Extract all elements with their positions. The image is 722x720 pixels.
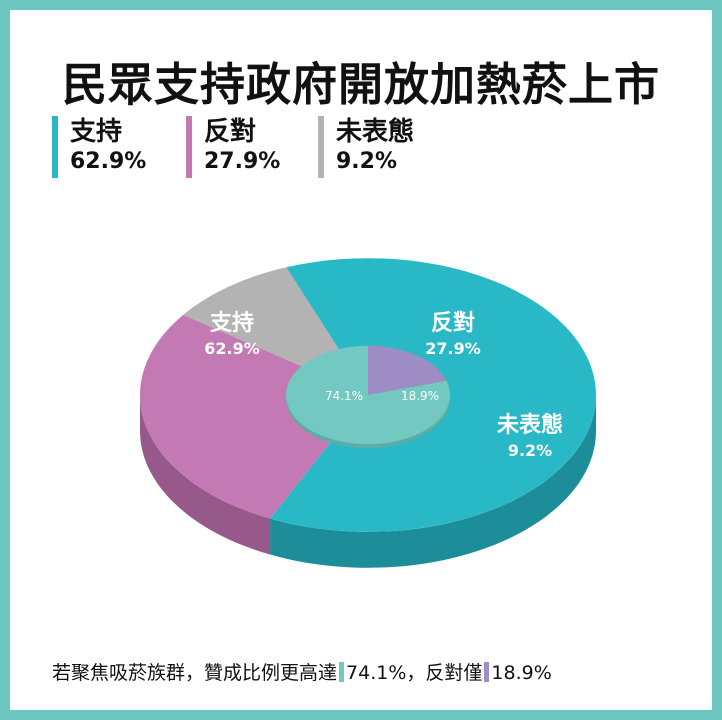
- legend-value: 27.9%: [204, 149, 281, 174]
- inner-label-oppose: 18.9%: [401, 389, 439, 403]
- pie-side-1: [140, 395, 271, 555]
- caption-support-value: 74.1%: [346, 662, 407, 684]
- legend-label: 未表態: [336, 117, 415, 147]
- inner-label-support: 74.1%: [325, 389, 363, 403]
- legend-item-oppose: 反對 27.9%: [186, 116, 280, 178]
- legend-value: 9.2%: [336, 149, 398, 174]
- slice-label-name: 反對: [431, 311, 475, 336]
- legend-item-support: 支持 62.9%: [52, 116, 146, 178]
- slice-label-value: 9.2%: [508, 441, 552, 460]
- inner-slice-反對: [368, 345, 447, 395]
- legend-label: 反對: [204, 117, 257, 147]
- slice-label-value: 27.9%: [425, 339, 481, 358]
- caption-text-middle: ，反對僅: [406, 662, 483, 684]
- slice-label-value: 62.9%: [204, 339, 260, 358]
- legend-value: 62.9%: [70, 149, 147, 174]
- legend-label: 支持: [70, 117, 123, 147]
- chart-title: 民眾支持政府開放加熱菸上市: [61, 58, 660, 111]
- caption-oppose-value: 18.9%: [491, 662, 552, 684]
- caption: 若聚焦吸菸族群，贊成比例更高達 74.1%，反對僅 18.9%: [52, 658, 672, 685]
- caption-text: 若聚焦吸菸族群，贊成比例更高達: [52, 662, 338, 684]
- inner-slice-贊成: [285, 345, 450, 445]
- legend-item-undecided: 未表態 9.2%: [318, 116, 414, 178]
- oppose-bar-icon: [484, 662, 490, 682]
- support-bar-icon: [339, 662, 345, 682]
- pie-slice-反對: [140, 314, 368, 519]
- slice-label-name: 支持: [210, 311, 254, 336]
- pie-side-0: [270, 395, 596, 568]
- slice-label-name: 未表態: [497, 412, 563, 438]
